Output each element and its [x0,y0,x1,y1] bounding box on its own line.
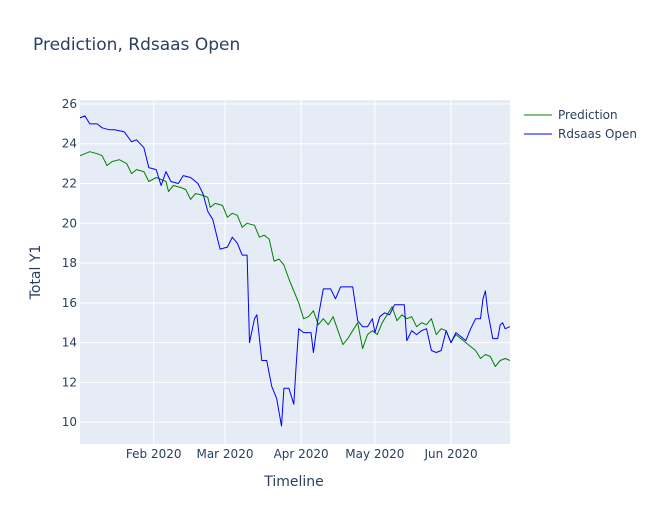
y-tick-label: 18 [62,256,77,270]
chart-title: Prediction, Rdsaas Open [33,35,240,55]
gridlines [80,100,510,444]
y-tick-label: 16 [62,296,77,310]
legend-label: Prediction [558,108,618,122]
x-axis-title: Timeline [263,474,324,490]
x-tick-label: Feb 2020 [126,447,182,461]
axis-ticks: 10 12 14 16 18 20 22 24 26 Feb 2020 Mar 2020 Apr 20… [62,97,478,461]
y-tick-label: 14 [62,336,77,350]
legend: Prediction Rdsaas Open [524,108,637,141]
series-lines [79,115,511,427]
x-tick-label: Apr 2020 [274,447,329,461]
y-tick-label: 22 [62,177,77,191]
series-line-rdsaas-open [79,115,511,427]
legend-label: Rdsaas Open [558,127,637,141]
y-tick-label: 24 [62,137,77,151]
series-line-prediction [79,151,511,367]
y-tick-label: 26 [62,97,77,111]
y-tick-label: 12 [62,375,77,389]
x-tick-label: Mar 2020 [196,447,253,461]
y-tick-label: 10 [62,415,77,429]
x-tick-label: Jun 2020 [423,447,477,461]
y-axis-title: Total Y1 [28,245,44,301]
y-tick-label: 20 [62,216,77,230]
x-tick-label: May 2020 [345,447,404,461]
